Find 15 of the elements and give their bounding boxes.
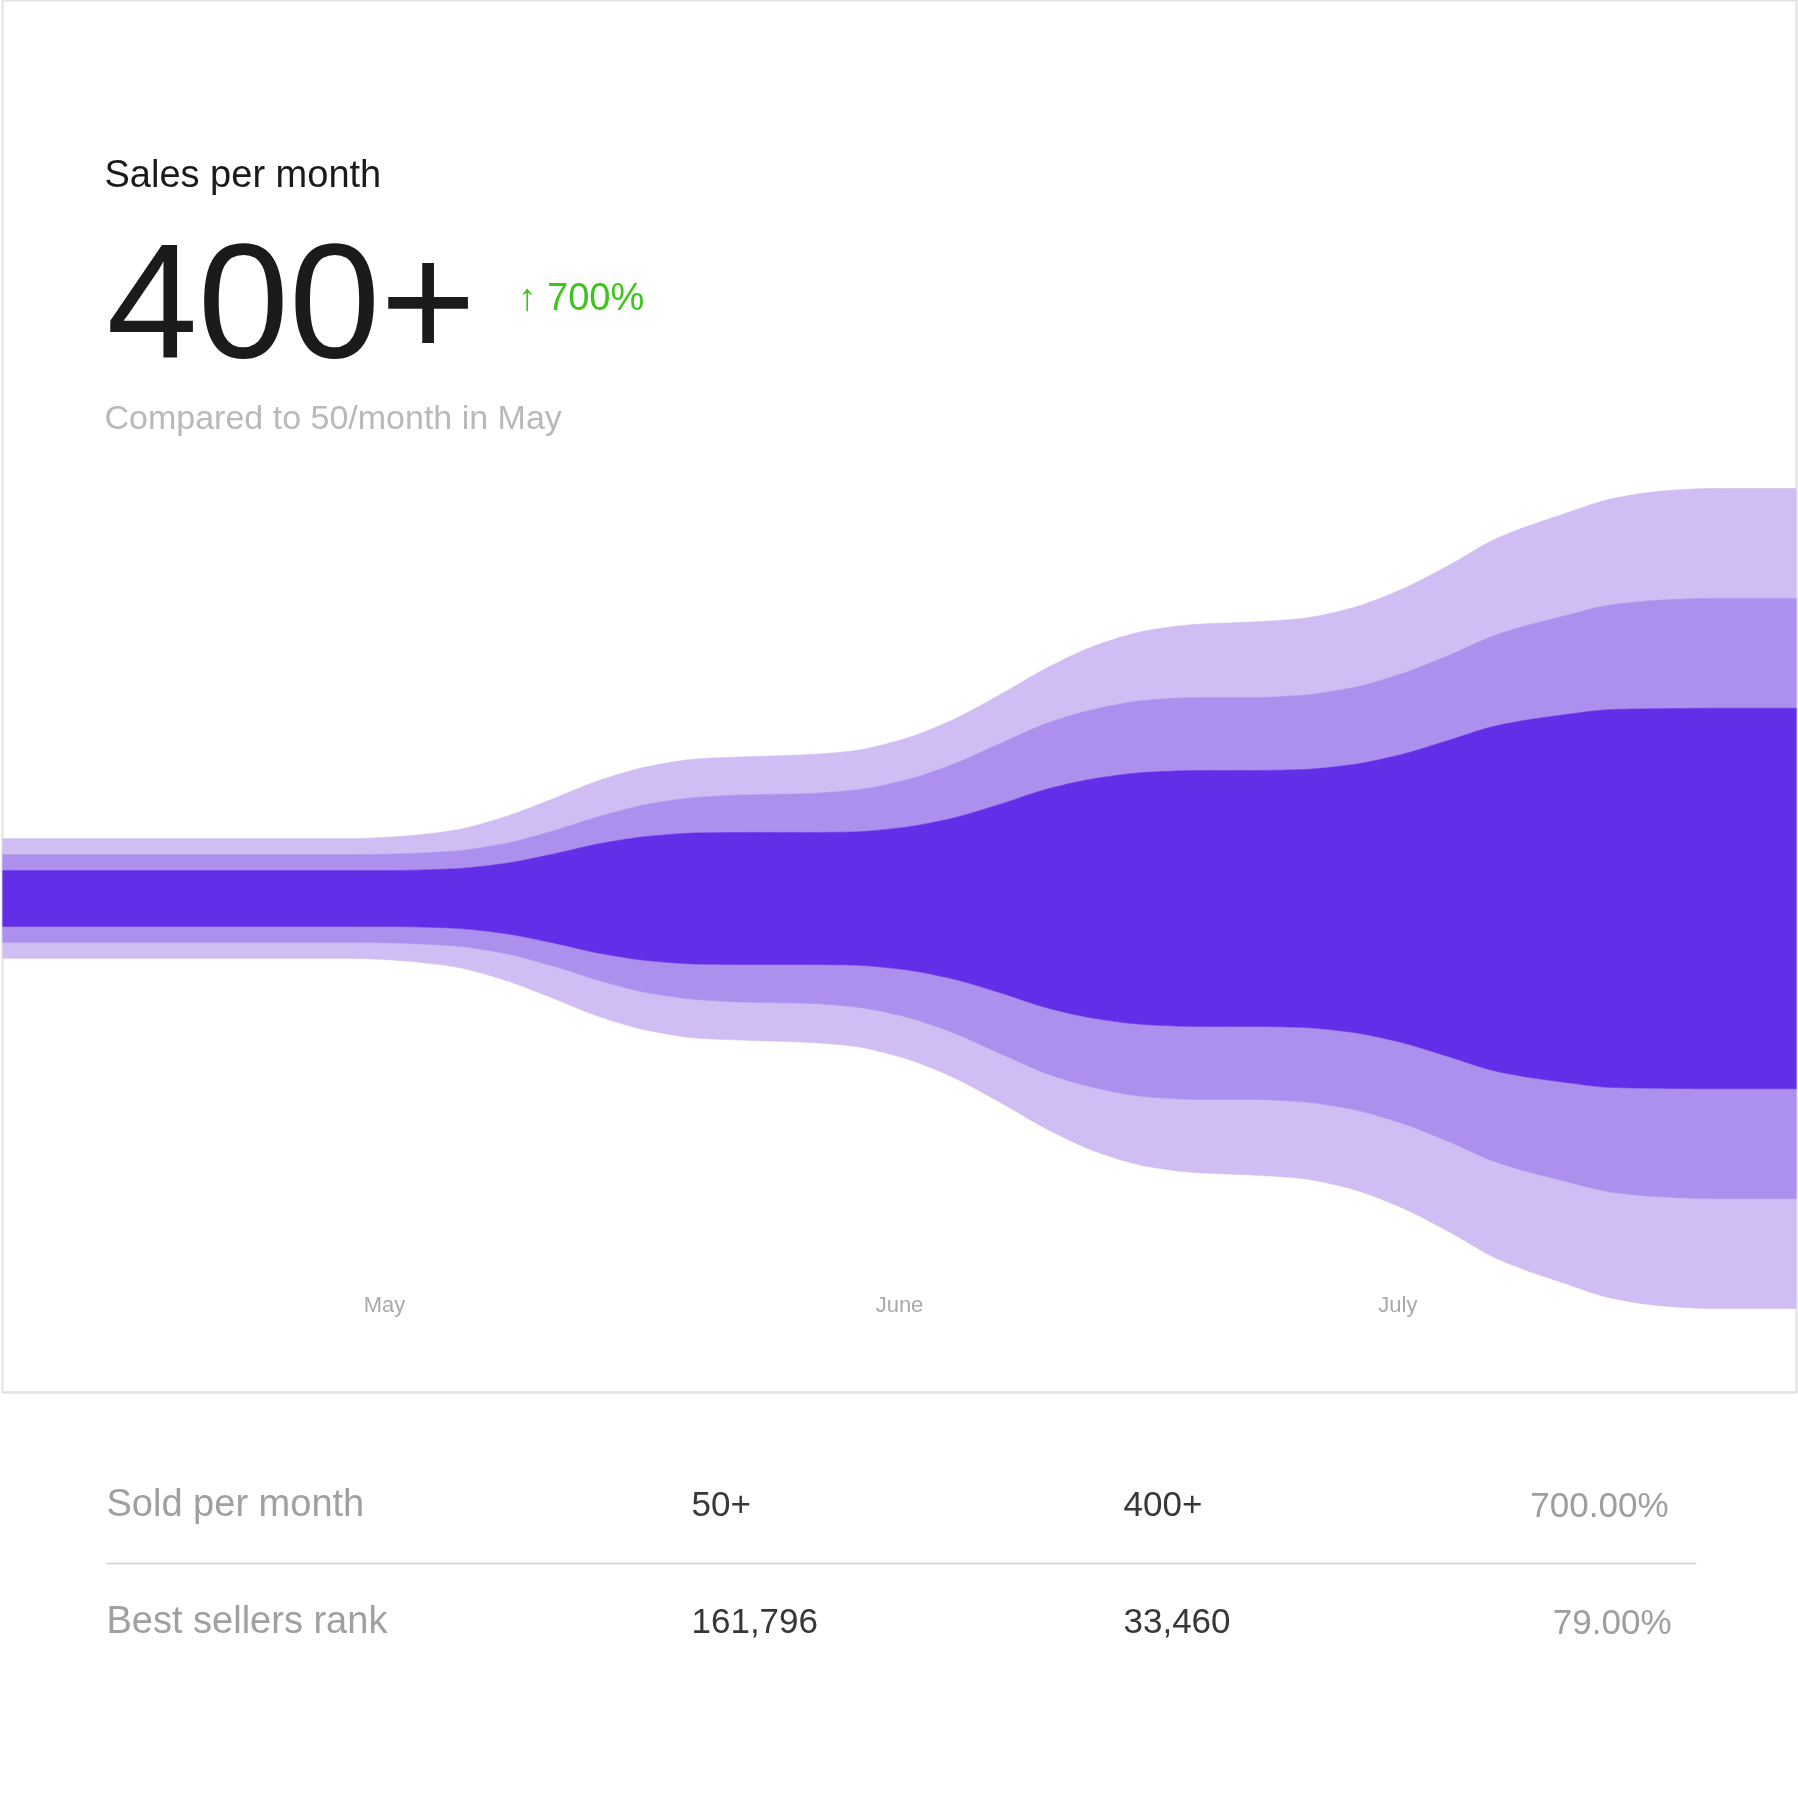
text: 33,460: [1123, 1601, 1231, 1641]
text: 400+: [1123, 1484, 1203, 1524]
x-tick-label: May: [363, 1291, 406, 1317]
chart-title: Sales per month: [104, 153, 382, 196]
text: Compared to 50/month in May: [104, 397, 562, 436]
x-tick-label: June: [875, 1291, 924, 1317]
text: 79.00%: [1552, 1601, 1672, 1641]
text: 700.00%: [1530, 1484, 1669, 1524]
text: 50+: [691, 1484, 751, 1524]
text: 400+: [106, 208, 476, 392]
text: ↑ 700%: [517, 276, 645, 319]
text: Sold per month: [106, 1482, 365, 1525]
text: Best sellers rank: [106, 1599, 389, 1642]
x-tick-label: July: [1378, 1291, 1418, 1317]
text: 161,796: [691, 1601, 819, 1641]
